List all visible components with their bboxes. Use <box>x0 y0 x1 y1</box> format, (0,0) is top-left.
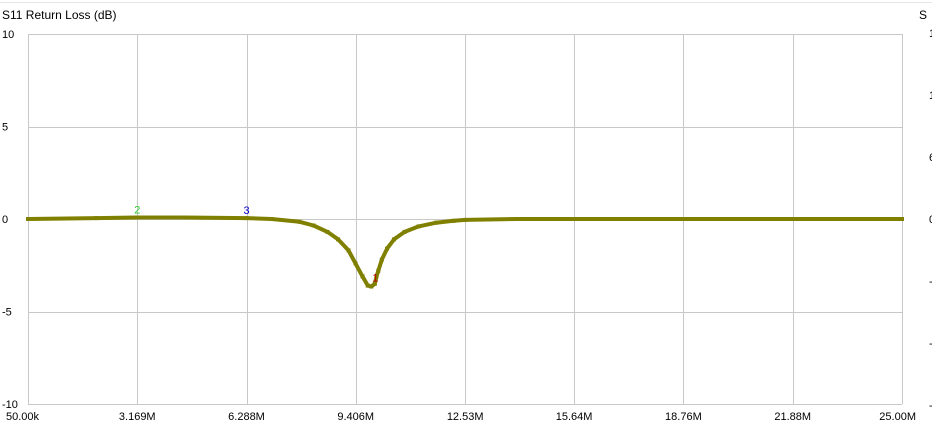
x-tick-label: 9.406M <box>337 411 374 423</box>
x-tick-label: 18.76M <box>665 411 702 423</box>
data-point <box>311 223 316 228</box>
y-tick-label: 10 <box>2 29 14 41</box>
data-point <box>451 218 456 223</box>
data-point <box>402 229 407 234</box>
series <box>26 215 904 289</box>
data-point <box>297 219 302 224</box>
chart-title: S11 Return Loss (dB) <box>2 8 117 22</box>
right-tick-5: - <box>929 276 932 288</box>
data-point <box>94 216 99 221</box>
data-point <box>434 220 439 225</box>
y-axis-ticks: 10 5 0 -5 -10 <box>2 29 18 411</box>
right-tick-2: 1 <box>929 90 932 102</box>
right-tick-1: 1 <box>929 28 932 40</box>
x-axis-ticks: 50.00k 3.169M 6.288M 9.406M 12.53M 15.64M 18.7… <box>6 411 916 423</box>
data-point <box>372 281 377 286</box>
data-point <box>376 268 381 273</box>
x-tick-label: 50.00k <box>6 411 40 423</box>
data-point <box>416 224 421 229</box>
data-point <box>379 257 384 262</box>
right-axis-title: S <box>919 8 927 22</box>
data-point <box>463 217 468 222</box>
x-tick-label: 21.88M <box>774 411 811 423</box>
data-point <box>514 217 519 221</box>
data-point <box>900 217 904 221</box>
x-tick-label: 3.169M <box>119 411 156 423</box>
marker-2-label: 2 <box>134 205 140 217</box>
x-tick-label: 6.288M <box>228 411 265 423</box>
x-tick-label: 12.53M <box>447 411 484 423</box>
y-tick-label: 5 <box>2 122 8 134</box>
data-point <box>244 216 249 221</box>
data-point <box>385 246 390 251</box>
y-tick-label: 0 <box>2 214 8 226</box>
data-point <box>681 217 686 221</box>
markers: 1 2 3 <box>134 205 378 285</box>
data-point <box>26 217 30 221</box>
data-point <box>325 229 330 234</box>
data-point <box>353 261 358 266</box>
data-point <box>336 237 341 242</box>
data-point <box>181 215 186 220</box>
data-point <box>360 274 365 279</box>
right-tick-4: 0 <box>929 214 932 226</box>
data-point <box>346 248 351 253</box>
data-point <box>365 283 370 288</box>
right-tick-3: 6 <box>929 152 932 164</box>
right-axis: 1 1 6 0 - - - <box>920 24 932 412</box>
x-tick-label: 25.00M <box>879 411 916 423</box>
x-tick-label: 15.64M <box>556 411 593 423</box>
right-tick-6: - <box>929 338 932 350</box>
data-point <box>374 274 379 279</box>
data-point <box>392 237 397 242</box>
right-tick-7: - <box>929 400 932 412</box>
data-point <box>369 284 374 289</box>
marker-1-label: 1 <box>372 273 378 285</box>
data-point <box>135 215 140 220</box>
marker-3-label: 3 <box>243 205 249 217</box>
y-tick-label: -10 <box>2 399 18 411</box>
y-tick-label: -5 <box>2 307 12 319</box>
data-point <box>269 217 274 221</box>
